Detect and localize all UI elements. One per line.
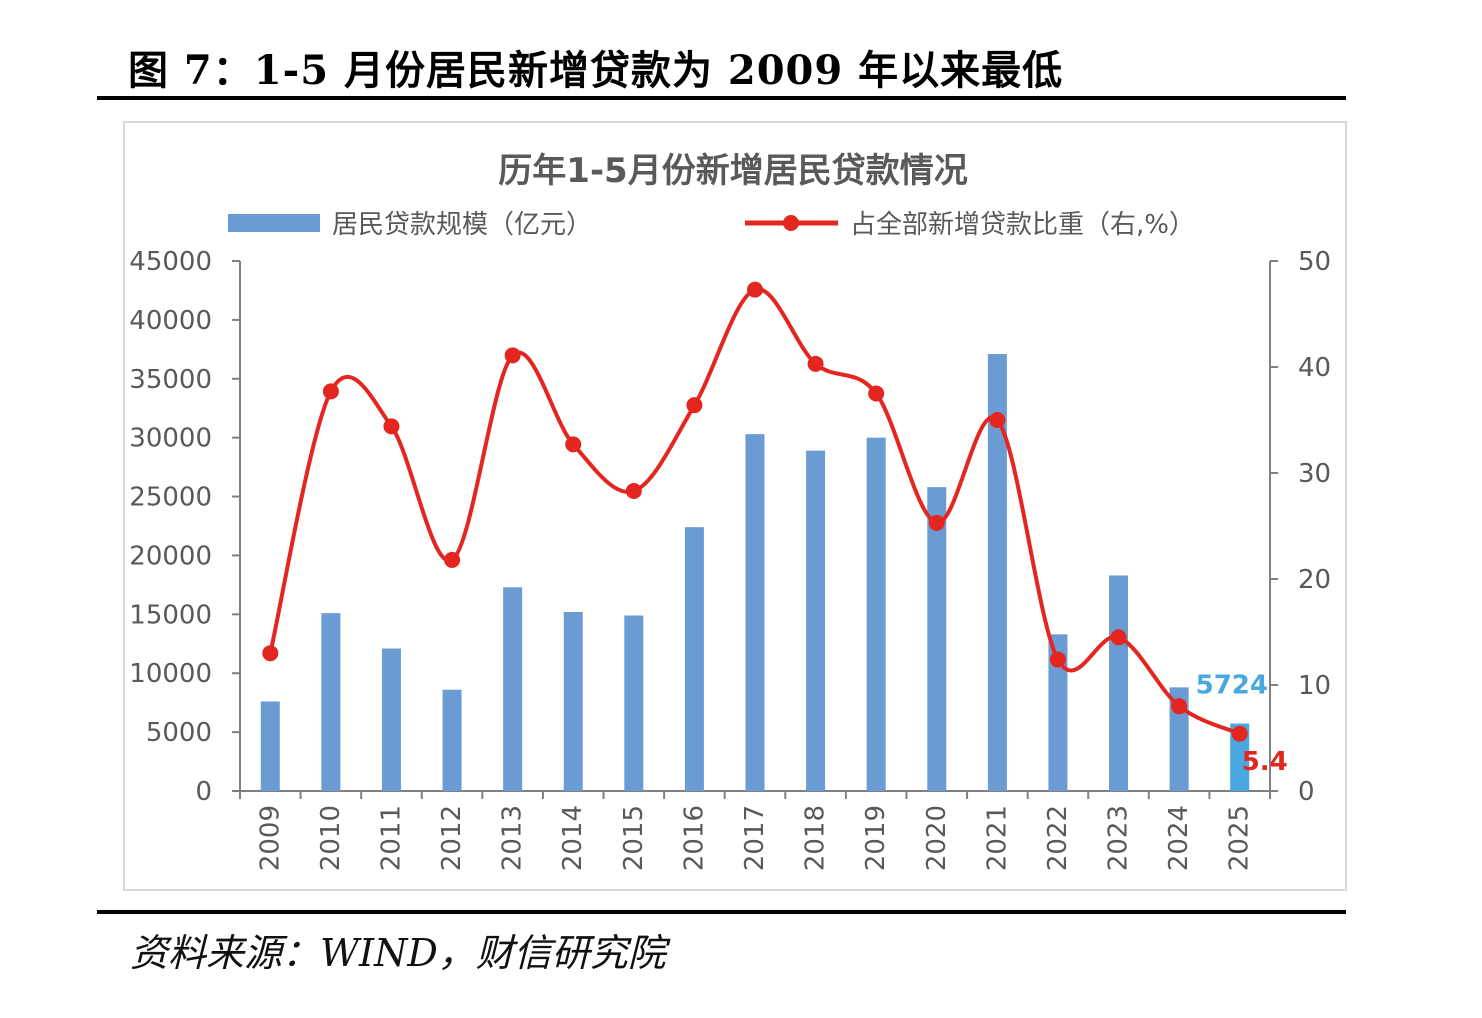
marker-2011 [383,418,400,435]
marker-2020 [928,514,945,531]
bar-2014 [563,611,583,791]
bottom-rule [97,910,1346,914]
top-rule [97,96,1346,100]
chart-frame [123,121,1347,891]
x-tick-label: 2011 [376,805,406,871]
left-tick-label: 20000 [129,541,212,571]
bar-2017 [745,434,765,791]
x-tick-label: 2014 [558,805,588,871]
x-tick-label: 2021 [982,805,1012,871]
x-tick-label: 2016 [679,805,709,871]
left-tick-label: 45000 [129,247,212,277]
x-tick-label: 2017 [740,805,770,871]
bar-2016 [684,527,704,791]
x-tick-label: 2023 [1104,805,1134,871]
right-tick-label: 20 [1298,565,1331,595]
left-tick-label: 30000 [129,424,212,454]
legend-line-label: 占全部新增贷款比重（右,%） [850,210,1195,240]
x-tick-label: 2010 [316,805,346,871]
x-tick-label: 2025 [1225,805,1255,871]
marker-2023 [1110,629,1127,646]
marker-2012 [444,551,461,568]
bar-2011 [381,648,401,791]
legend-bar-label: 居民贷款规模（亿元） [332,210,592,240]
left-tick-label: 25000 [129,483,212,513]
figure-title: 图 7：1-5 月份居民新增贷款为 2009 年以来最低 [128,47,1064,94]
marker-2021 [989,412,1006,428]
bar-2022 [1048,634,1068,791]
bar-2020 [927,487,947,791]
bar-2025 [1230,723,1250,791]
marker-2024 [1171,698,1188,715]
x-tick-label: 2013 [498,805,528,871]
bar-2012 [442,689,462,791]
x-tick-label: 2024 [1164,805,1194,871]
legend-bar-swatch [228,214,320,232]
right-tick-label: 30 [1298,459,1331,489]
right-tick-label: 40 [1298,353,1331,383]
left-tick-label: 35000 [129,365,212,395]
left-tick-label: 10000 [129,659,212,689]
bar-data-label: 5724 [1196,671,1268,701]
marker-2009 [262,645,279,662]
legend-line-marker [783,215,799,231]
bar-2023 [1109,575,1129,791]
left-tick-label: 15000 [129,600,212,630]
marker-2017 [747,281,763,298]
bar-2021 [987,354,1007,791]
marker-2022 [1049,651,1066,668]
x-tick-label: 2019 [861,805,891,871]
marker-2013 [504,347,521,364]
marker-2016 [686,397,703,414]
x-tick-label: 2009 [255,805,285,871]
bar-2019 [866,437,886,791]
left-tick-label: 5000 [146,718,212,748]
bar-2015 [624,615,644,791]
bar-2009 [260,701,280,791]
left-tick-label: 40000 [129,306,212,336]
marker-2015 [625,483,642,500]
left-tick-label: 0 [195,777,212,807]
right-tick-label: 0 [1298,777,1315,807]
line-data-label: 5.4 [1242,747,1288,777]
right-tick-label: 50 [1298,247,1331,277]
marker-2025 [1231,725,1248,742]
bar-2018 [806,450,826,791]
chart-title: 历年1-5月份新增居民贷款情况 [498,151,967,191]
bar-2013 [503,587,523,791]
x-tick-label: 2018 [801,805,831,871]
marker-2014 [565,436,582,453]
right-tick-label: 10 [1298,671,1331,701]
bar-2024 [1169,687,1189,791]
x-tick-label: 2022 [1043,805,1073,871]
marker-2019 [868,385,885,402]
marker-2010 [322,383,339,400]
marker-2018 [807,355,824,372]
x-tick-label: 2015 [619,805,649,871]
bar-2010 [321,613,341,791]
x-tick-label: 2020 [922,805,952,871]
source-note: 资料来源：WIND，财信研究院 [130,931,666,975]
x-tick-label: 2012 [437,805,467,871]
